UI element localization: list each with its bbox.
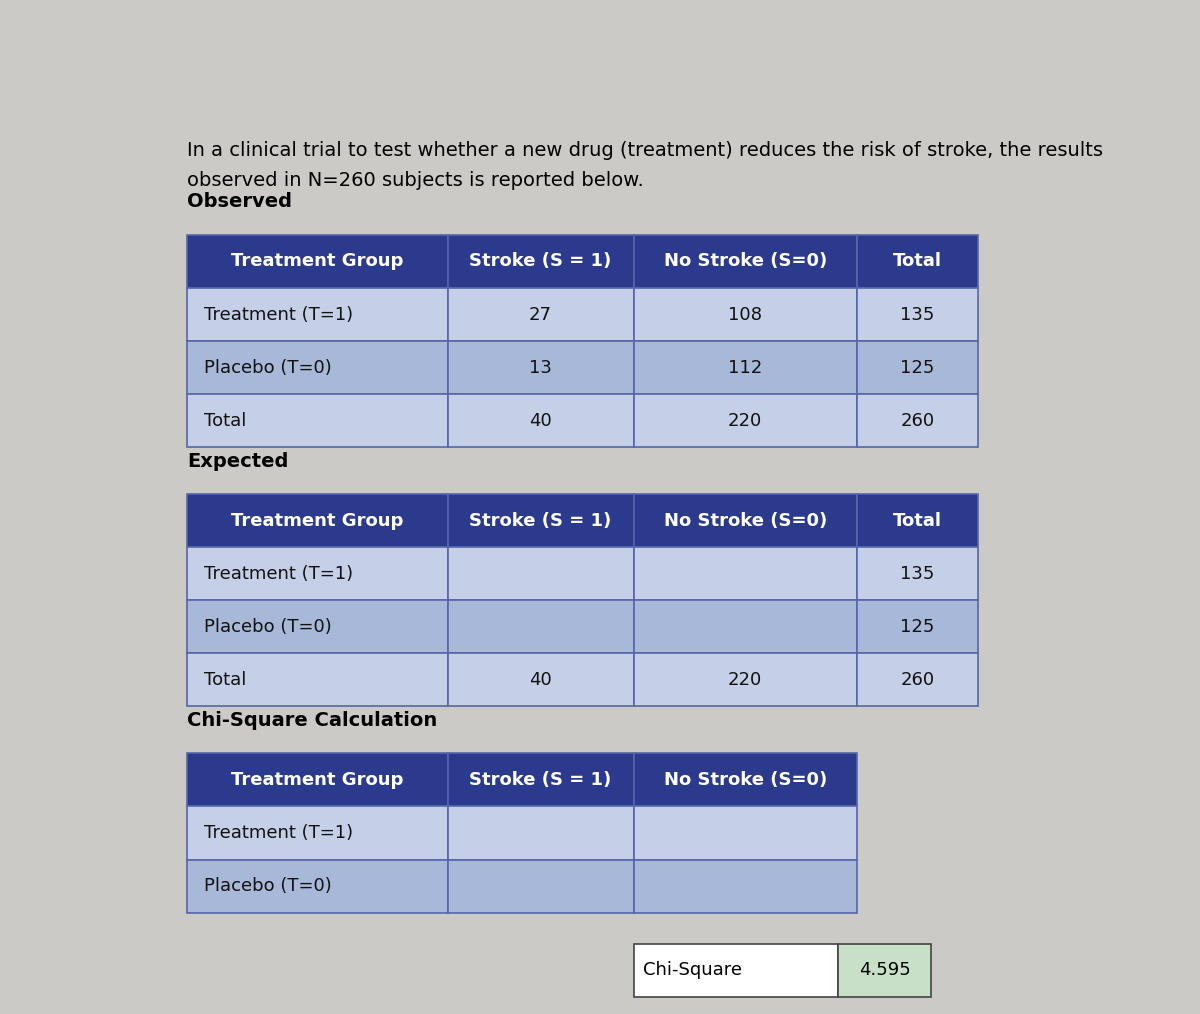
Bar	[448, 394, 634, 447]
Bar	[187, 806, 448, 860]
Text: Treatment Group: Treatment Group	[232, 252, 403, 271]
Bar	[187, 860, 448, 913]
Bar	[634, 341, 857, 394]
Text: 40: 40	[529, 671, 552, 689]
Bar	[448, 548, 634, 600]
Bar	[448, 288, 634, 341]
Text: 220: 220	[728, 671, 762, 689]
Bar	[857, 600, 978, 653]
Text: Placebo (T=0): Placebo (T=0)	[204, 618, 331, 636]
Text: No Stroke (S=0): No Stroke (S=0)	[664, 512, 827, 529]
Text: No Stroke (S=0): No Stroke (S=0)	[664, 771, 827, 789]
Bar	[187, 235, 448, 288]
Bar	[857, 548, 978, 600]
Bar	[634, 806, 857, 860]
Text: Total: Total	[204, 671, 246, 689]
Text: Total: Total	[893, 512, 942, 529]
Bar	[448, 235, 634, 288]
Bar	[448, 806, 634, 860]
Bar	[187, 288, 448, 341]
Text: 125: 125	[900, 359, 935, 376]
Text: 135: 135	[900, 565, 935, 583]
Text: Total: Total	[204, 412, 246, 430]
Bar	[634, 944, 839, 997]
Text: 108: 108	[728, 305, 762, 323]
Text: 135: 135	[900, 305, 935, 323]
Text: 112: 112	[728, 359, 762, 376]
Bar	[448, 600, 634, 653]
Bar	[187, 753, 448, 806]
Bar	[857, 235, 978, 288]
Text: Treatment Group: Treatment Group	[232, 771, 403, 789]
Text: Placebo (T=0): Placebo (T=0)	[204, 359, 331, 376]
Bar	[634, 235, 857, 288]
Text: Treatment (T=1): Treatment (T=1)	[204, 565, 353, 583]
Bar	[448, 860, 634, 913]
Text: 13: 13	[529, 359, 552, 376]
Bar	[187, 494, 448, 548]
Bar	[634, 494, 857, 548]
Bar	[448, 494, 634, 548]
Text: observed in N=260 subjects is reported below.: observed in N=260 subjects is reported b…	[187, 171, 644, 190]
Bar	[187, 394, 448, 447]
Text: 220: 220	[728, 412, 762, 430]
Bar	[448, 653, 634, 707]
Bar	[634, 288, 857, 341]
Text: Stroke (S = 1): Stroke (S = 1)	[469, 252, 612, 271]
Bar	[857, 341, 978, 394]
Bar	[187, 600, 448, 653]
Text: Treatment Group: Treatment Group	[232, 512, 403, 529]
Text: No Stroke (S=0): No Stroke (S=0)	[664, 252, 827, 271]
Text: Stroke (S = 1): Stroke (S = 1)	[469, 771, 612, 789]
Text: Stroke (S = 1): Stroke (S = 1)	[469, 512, 612, 529]
Text: Chi-Square Calculation: Chi-Square Calculation	[187, 711, 438, 730]
Bar	[857, 653, 978, 707]
Bar	[634, 600, 857, 653]
Bar	[634, 653, 857, 707]
Text: 125: 125	[900, 618, 935, 636]
Text: 27: 27	[529, 305, 552, 323]
Bar	[634, 860, 857, 913]
Bar	[187, 341, 448, 394]
Text: Treatment (T=1): Treatment (T=1)	[204, 305, 353, 323]
Text: 40: 40	[529, 412, 552, 430]
Text: Expected: Expected	[187, 451, 288, 470]
Bar	[448, 753, 634, 806]
Bar	[634, 753, 857, 806]
Text: 260: 260	[900, 671, 935, 689]
Text: Total: Total	[893, 252, 942, 271]
Bar	[187, 548, 448, 600]
Bar	[839, 944, 931, 997]
Bar	[187, 653, 448, 707]
Bar	[857, 394, 978, 447]
Text: Placebo (T=0): Placebo (T=0)	[204, 877, 331, 895]
Bar	[857, 494, 978, 548]
Bar	[634, 548, 857, 600]
Text: 260: 260	[900, 412, 935, 430]
Text: In a clinical trial to test whether a new drug (treatment) reduces the risk of s: In a clinical trial to test whether a ne…	[187, 141, 1103, 160]
Text: 4.595: 4.595	[859, 961, 911, 980]
Bar	[448, 341, 634, 394]
Text: Chi-Square: Chi-Square	[643, 961, 742, 980]
Text: Observed: Observed	[187, 193, 293, 212]
Text: Treatment (T=1): Treatment (T=1)	[204, 824, 353, 842]
Bar	[634, 394, 857, 447]
Bar	[857, 288, 978, 341]
